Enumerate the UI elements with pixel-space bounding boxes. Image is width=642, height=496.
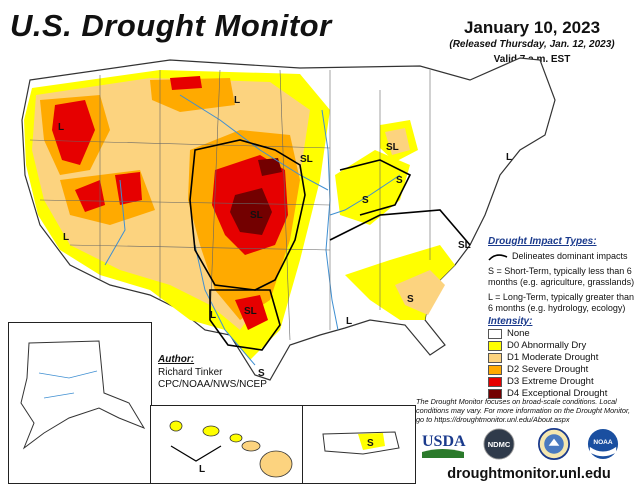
legend-swatch — [488, 340, 502, 351]
rivers — [104, 94, 401, 366]
label-new-england: L — [506, 152, 512, 163]
d4-nebraska — [258, 158, 282, 176]
mississippi-river — [321, 109, 339, 331]
d1-michigan — [385, 128, 410, 155]
noaa-text: NOAA — [593, 439, 613, 446]
usda-logo: USDA — [422, 433, 466, 458]
legend-swatch — [488, 352, 502, 363]
legend-label: D2 Severe Drought — [507, 364, 589, 375]
d4-plains — [230, 188, 272, 235]
d2-montana — [150, 78, 235, 112]
usda-text: USDA — [422, 433, 466, 450]
legend-swatch — [488, 364, 502, 375]
alaska-inset — [8, 322, 152, 484]
legend-label: D3 Extreme Drought — [507, 376, 594, 387]
impact-heading: Drought Impact Types: — [488, 236, 597, 247]
impact-line-texas — [209, 289, 281, 351]
legend-row-d1: D1 Moderate Drought — [488, 352, 638, 363]
d3-montana — [170, 76, 202, 90]
legend-label: None — [507, 328, 530, 339]
legend-label: D4 Exceptional Drought — [507, 388, 608, 399]
label-kansas: SL — [250, 210, 263, 221]
intensity-legend: Intensity: None D0 Abnormally Dry D1 Mod… — [488, 316, 638, 399]
label-carolinas: SL — [458, 240, 471, 251]
intensity-heading: Intensity: — [488, 316, 533, 327]
d4-areas — [230, 158, 282, 235]
impact-short-term: S = Short-Term, typically less than 6 mo… — [488, 266, 635, 287]
impact-delineation-row: Delineates dominant impacts — [488, 251, 638, 262]
impact-types-legend: Drought Impact Types: Delineates dominan… — [488, 236, 638, 314]
label-montana: L — [234, 95, 240, 106]
map-date: January 10, 2023 — [463, 18, 601, 37]
label-kentucky: S — [362, 195, 369, 206]
label-georgia: S — [407, 294, 414, 305]
puerto-rico-inset: S — [302, 405, 416, 484]
impact-long-term: L = Long-Term, typically greater than 6 … — [488, 292, 634, 313]
ohio-river — [329, 174, 401, 216]
legend-row-d2: D2 Severe Drought — [488, 364, 638, 375]
impact-lines — [189, 139, 471, 351]
colorado-river — [104, 179, 126, 266]
legend-swatch — [488, 328, 502, 339]
missouri-river — [179, 94, 329, 191]
state-borders — [29, 69, 431, 341]
d3-oregon — [52, 100, 95, 165]
label-michigan: SL — [386, 142, 399, 153]
hawaii-impact-line — [170, 445, 222, 462]
website-link[interactable]: droughtmonitor.unl.edu — [447, 466, 611, 482]
label-louisiana: L — [346, 316, 352, 327]
puerto-rico-map: S — [322, 431, 400, 455]
d1-southeast — [395, 270, 445, 315]
hawaii-inset: L — [150, 405, 304, 484]
commerce-seal-logo — [538, 428, 570, 460]
map-title: U.S. Drought Monitor — [10, 8, 332, 43]
impact-line-ohio — [339, 159, 412, 216]
disclaimer-note: The Drought Monitor focuses on broad-sca… — [416, 397, 631, 424]
legend-label: D0 Abnormally Dry — [507, 340, 587, 351]
impact-line-east — [329, 209, 471, 246]
ndmc-text: NDMC — [488, 440, 511, 449]
release-date: (Released Thursday, Jan. 12, 2023) — [449, 39, 615, 50]
alaska-outline — [20, 340, 146, 450]
label-california: L — [63, 232, 69, 243]
hawaii-map: L — [169, 420, 293, 478]
legend-swatch — [488, 388, 502, 399]
legend-swatch — [488, 376, 502, 387]
legend-row-d4: D4 Exceptional Drought — [488, 388, 638, 399]
author-heading: Author: — [158, 354, 195, 365]
puerto-rico-d0 — [358, 433, 385, 450]
alaska-map — [20, 340, 146, 450]
d3-nevada — [75, 180, 105, 212]
label-pacific-nw: L — [58, 122, 64, 133]
label-new-mexico: L — [210, 310, 216, 321]
impact-line-plains — [189, 139, 306, 291]
legend-label: D1 Moderate Drought — [507, 352, 599, 363]
alaska-rivers — [38, 370, 98, 399]
label-south-texas: S — [258, 368, 265, 379]
d3-texas — [235, 295, 268, 330]
label-puerto-rico: S — [367, 438, 374, 449]
label-ohio: S — [396, 175, 403, 186]
label-hawaii: L — [199, 464, 205, 475]
hawaii-islands — [169, 420, 293, 478]
ndmc-logo: NDMC — [483, 428, 515, 460]
label-nebraska: SL — [300, 154, 313, 165]
legend-row-d0: D0 Abnormally Dry — [488, 340, 638, 351]
author-affiliation: CPC/NOAA/NWS/NCEP — [158, 379, 267, 390]
label-texas: SL — [244, 306, 257, 317]
author-block: Author: Richard Tinker CPC/NOAA/NWS/NCEP — [158, 354, 267, 392]
impact-line-icon — [488, 253, 508, 261]
legend-row-none: None — [488, 328, 638, 339]
noaa-logo: NOAA — [587, 428, 619, 460]
impact-delineates: Delineates dominant impacts — [512, 251, 628, 261]
legend-row-d3: D3 Extreme Drought — [488, 376, 638, 387]
author-name: Richard Tinker — [158, 366, 223, 378]
